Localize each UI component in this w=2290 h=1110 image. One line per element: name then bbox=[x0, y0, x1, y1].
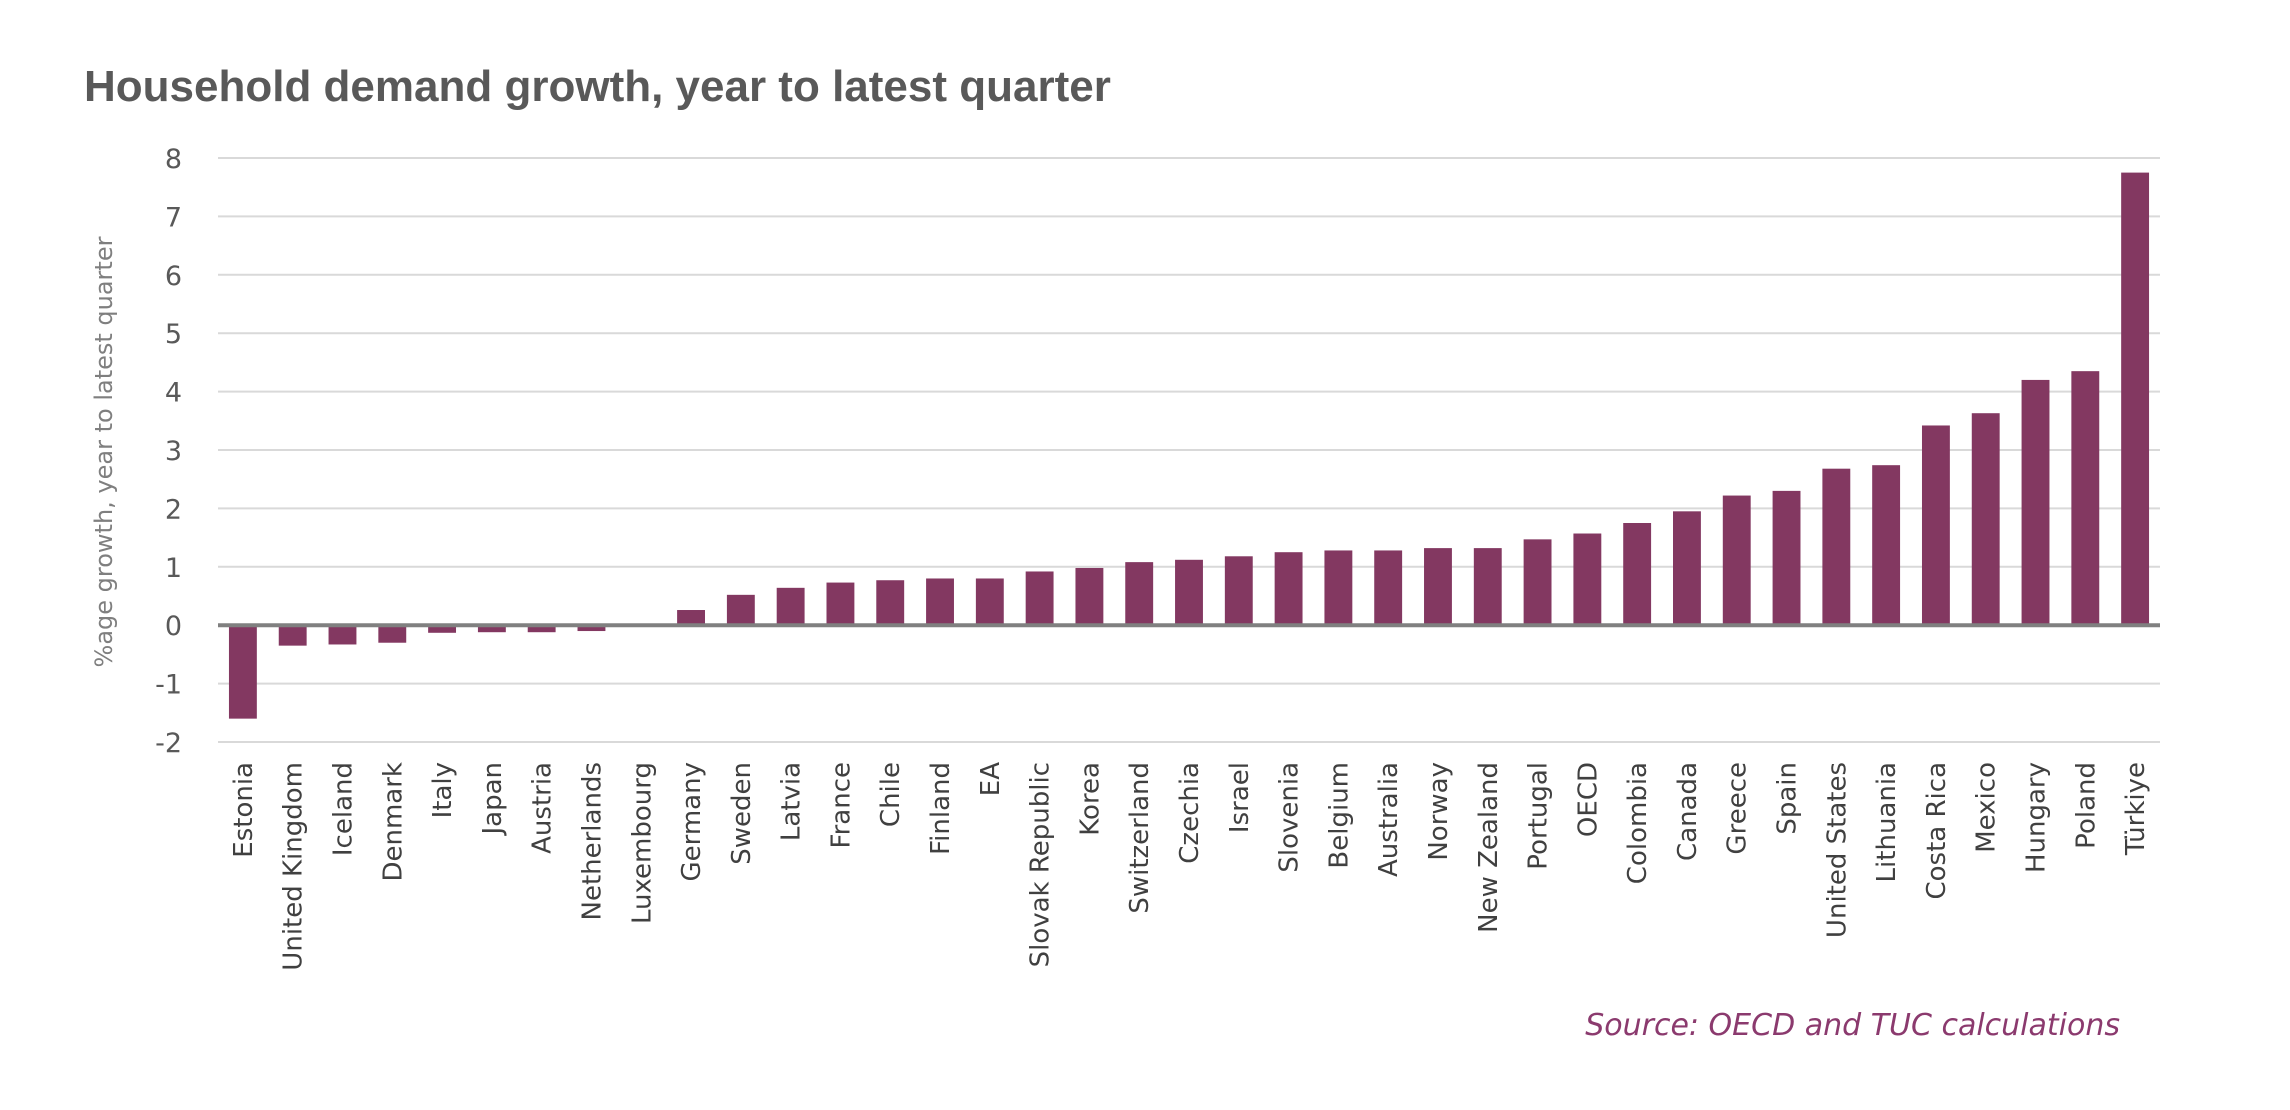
bar bbox=[1125, 562, 1154, 626]
bar bbox=[726, 594, 755, 626]
bar bbox=[975, 578, 1004, 626]
x-tick-label: Denmark bbox=[378, 762, 408, 882]
bar bbox=[926, 578, 954, 626]
bar bbox=[2121, 172, 2150, 626]
x-tick-label: Finland bbox=[926, 762, 956, 855]
x-tick-label: Slovenia bbox=[1275, 762, 1305, 873]
chart-title: Household demand growth, year to latest … bbox=[84, 62, 1111, 111]
bar bbox=[1573, 533, 1602, 626]
x-tick-labels: Estonia United Kingdom Iceland Denmark Italy… bbox=[229, 762, 2151, 971]
x-tick-label: Mexico bbox=[1972, 762, 2002, 853]
source-note: Source: OECD and TUC calculations bbox=[1585, 1008, 2120, 1043]
y-tick-label: -2 bbox=[155, 728, 182, 759]
x-tick-label: Greece bbox=[1723, 762, 1753, 855]
bar bbox=[2071, 371, 2100, 626]
x-tick-label: New Zealand bbox=[1474, 762, 1504, 933]
y-tick-label: 3 bbox=[165, 436, 182, 467]
bar bbox=[1772, 490, 1801, 626]
y-tick-label: 2 bbox=[165, 494, 182, 525]
x-tick-label: Italy bbox=[428, 762, 458, 818]
bar bbox=[527, 625, 556, 633]
x-tick-label: Switzerland bbox=[1125, 762, 1155, 914]
x-tick-label: Chile bbox=[876, 762, 906, 827]
x-tick-label: Lithuania bbox=[1872, 762, 1902, 882]
bar bbox=[1324, 550, 1353, 626]
bar bbox=[1175, 559, 1203, 626]
bar bbox=[278, 625, 307, 646]
bar bbox=[1274, 552, 1303, 626]
bar bbox=[1872, 465, 1901, 626]
y-tick-label: 7 bbox=[165, 202, 182, 233]
y-tick-label: -1 bbox=[155, 670, 182, 701]
x-tick-label: Sweden bbox=[727, 762, 757, 865]
bar bbox=[477, 625, 506, 633]
x-tick-label: Canada bbox=[1673, 762, 1703, 861]
bar bbox=[1374, 550, 1403, 626]
bar bbox=[428, 625, 457, 633]
y-axis-title: %age growth, year to latest quarter bbox=[90, 236, 118, 667]
x-tick-label: Israel bbox=[1225, 762, 1255, 833]
bar bbox=[1971, 413, 2000, 626]
x-tick-label: EA bbox=[976, 762, 1006, 796]
bar bbox=[1623, 523, 1652, 626]
x-tick-label: France bbox=[826, 762, 856, 848]
bar bbox=[1075, 567, 1104, 626]
bar bbox=[2021, 379, 2050, 626]
x-tick-label: Spain bbox=[1773, 762, 1803, 835]
bar bbox=[826, 582, 855, 626]
x-tick-label: Netherlands bbox=[577, 762, 607, 921]
x-tick-label: Belgium bbox=[1324, 762, 1354, 869]
x-tick-label: OECD bbox=[1573, 762, 1603, 837]
bar bbox=[1822, 468, 1851, 626]
x-tick-label: Portugal bbox=[1524, 762, 1554, 870]
x-tick-label: Estonia bbox=[229, 762, 259, 858]
x-tick-label: Colombia bbox=[1623, 762, 1653, 884]
y-tick-label: 1 bbox=[165, 553, 182, 584]
bar bbox=[1424, 548, 1452, 626]
y-tick-label: 0 bbox=[165, 611, 182, 642]
x-tick-label: Germany bbox=[677, 762, 707, 882]
bar bbox=[1224, 556, 1253, 626]
bar bbox=[776, 587, 805, 626]
x-tick-label: Austria bbox=[528, 762, 558, 854]
x-tick-label: Luxembourg bbox=[627, 762, 657, 924]
x-tick-label: Türkiye bbox=[2121, 762, 2151, 856]
bar bbox=[677, 610, 705, 626]
y-tick-labels: -2 -1 0 1 2 3 4 5 6 7 8 bbox=[155, 144, 182, 759]
y-tick-label: 5 bbox=[165, 319, 182, 350]
y-tick-label: 6 bbox=[165, 261, 182, 292]
bar bbox=[1921, 425, 1950, 626]
x-tick-label: Norway bbox=[1424, 762, 1454, 861]
bar bbox=[577, 625, 606, 632]
bar bbox=[378, 625, 407, 643]
x-tick-label: Hungary bbox=[2022, 762, 2052, 873]
bar bbox=[1673, 511, 1701, 626]
bar bbox=[328, 625, 357, 645]
x-tick-label: Poland bbox=[2071, 762, 2101, 849]
x-tick-label: Japan bbox=[478, 762, 508, 837]
x-tick-label: United States bbox=[1822, 762, 1852, 938]
bar bbox=[1523, 539, 1552, 626]
bars bbox=[228, 172, 2150, 719]
x-tick-label: Czechia bbox=[1175, 762, 1205, 864]
x-tick-label: Latvia bbox=[777, 762, 807, 841]
x-tick-label: Costa Rica bbox=[1922, 762, 1952, 900]
x-tick-label: Iceland bbox=[328, 762, 358, 856]
bar bbox=[228, 625, 257, 719]
bar bbox=[1025, 571, 1054, 626]
x-tick-label: Australia bbox=[1374, 762, 1404, 877]
x-tick-label: United Kingdom bbox=[279, 762, 309, 971]
y-tick-label: 4 bbox=[165, 378, 182, 409]
bar bbox=[1722, 495, 1751, 626]
bar bbox=[876, 580, 905, 626]
bar bbox=[1473, 548, 1502, 626]
y-tick-label: 8 bbox=[165, 144, 182, 175]
x-tick-label: Korea bbox=[1075, 762, 1105, 836]
gridlines bbox=[218, 157, 2160, 743]
x-tick-label: Slovak Republic bbox=[1026, 762, 1056, 967]
